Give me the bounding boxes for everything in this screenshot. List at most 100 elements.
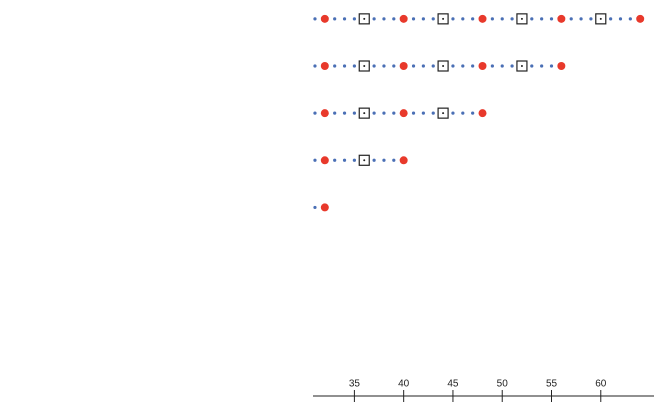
dot — [431, 17, 435, 21]
dot — [490, 64, 494, 68]
point — [478, 14, 487, 23]
dot — [540, 17, 544, 21]
square-marker — [358, 60, 370, 72]
square-center — [363, 17, 366, 20]
dot — [352, 64, 356, 68]
dot — [313, 17, 317, 21]
dot — [510, 64, 514, 68]
point — [636, 14, 645, 23]
point — [399, 109, 408, 118]
dot — [471, 64, 475, 68]
dot — [352, 17, 356, 21]
dot — [431, 111, 435, 115]
dot — [333, 158, 337, 162]
dot — [352, 111, 356, 115]
dot — [372, 158, 376, 162]
dot — [333, 17, 337, 21]
dot — [549, 64, 554, 68]
dot — [500, 64, 504, 68]
point — [478, 62, 487, 70]
dot — [411, 17, 416, 21]
dot — [569, 17, 573, 21]
dot — [628, 17, 632, 21]
dot — [421, 64, 425, 68]
dot — [382, 158, 386, 162]
x-tick-label: 60 — [595, 379, 607, 390]
point — [320, 14, 329, 23]
dot — [352, 158, 356, 162]
dot — [471, 17, 475, 21]
dot — [500, 17, 504, 21]
dot — [431, 64, 435, 68]
square-marker — [437, 13, 449, 25]
square-marker — [595, 13, 607, 25]
dot — [411, 111, 416, 115]
square-marker — [358, 154, 370, 166]
dot — [313, 64, 317, 68]
dot — [451, 17, 455, 21]
square-center — [442, 65, 445, 67]
dot — [549, 17, 554, 21]
square-center — [599, 17, 602, 20]
square-marker — [358, 13, 370, 25]
square-marker — [516, 60, 528, 72]
point — [399, 156, 408, 165]
dot — [490, 17, 494, 21]
point — [320, 156, 329, 165]
point — [399, 62, 408, 70]
dot — [411, 64, 416, 68]
dot — [530, 64, 534, 68]
square-center — [363, 159, 366, 162]
dot — [589, 17, 593, 21]
dot — [372, 111, 376, 115]
square-marker — [516, 13, 528, 25]
x-tick-label: 55 — [546, 379, 558, 390]
dot — [530, 17, 534, 21]
square-center — [442, 112, 445, 115]
point — [478, 109, 487, 118]
square-center — [520, 65, 523, 67]
square-marker — [437, 60, 449, 72]
dot — [392, 64, 396, 68]
square-center — [363, 65, 366, 67]
point — [320, 203, 329, 212]
dot — [461, 111, 465, 115]
dot — [421, 17, 425, 21]
square-center — [442, 17, 445, 20]
dot — [579, 17, 583, 21]
dot — [382, 17, 386, 21]
dot — [392, 158, 396, 162]
dot — [451, 64, 455, 68]
dot — [342, 64, 347, 68]
point — [557, 62, 566, 70]
dot — [451, 111, 455, 115]
point — [399, 14, 408, 23]
dot — [333, 111, 337, 115]
point — [557, 14, 566, 23]
x-tick-label: 35 — [349, 379, 361, 390]
dot — [313, 111, 317, 115]
x-tick-label: 40 — [398, 379, 410, 390]
dot — [372, 64, 376, 68]
dot — [342, 158, 347, 162]
dot — [333, 64, 337, 68]
point — [320, 109, 329, 118]
square-center — [520, 17, 523, 20]
dot — [461, 64, 465, 68]
dot — [392, 17, 396, 21]
square-marker — [358, 107, 370, 119]
dot — [618, 17, 623, 21]
dot — [382, 64, 386, 68]
square-marker — [437, 107, 449, 119]
dot — [540, 64, 544, 68]
dot — [461, 17, 465, 21]
dot — [342, 111, 347, 115]
x-tick-label: 50 — [497, 379, 509, 390]
dot — [510, 17, 514, 21]
dot — [421, 111, 425, 115]
dot — [372, 17, 376, 21]
square-center — [363, 112, 366, 115]
dot — [313, 158, 317, 162]
